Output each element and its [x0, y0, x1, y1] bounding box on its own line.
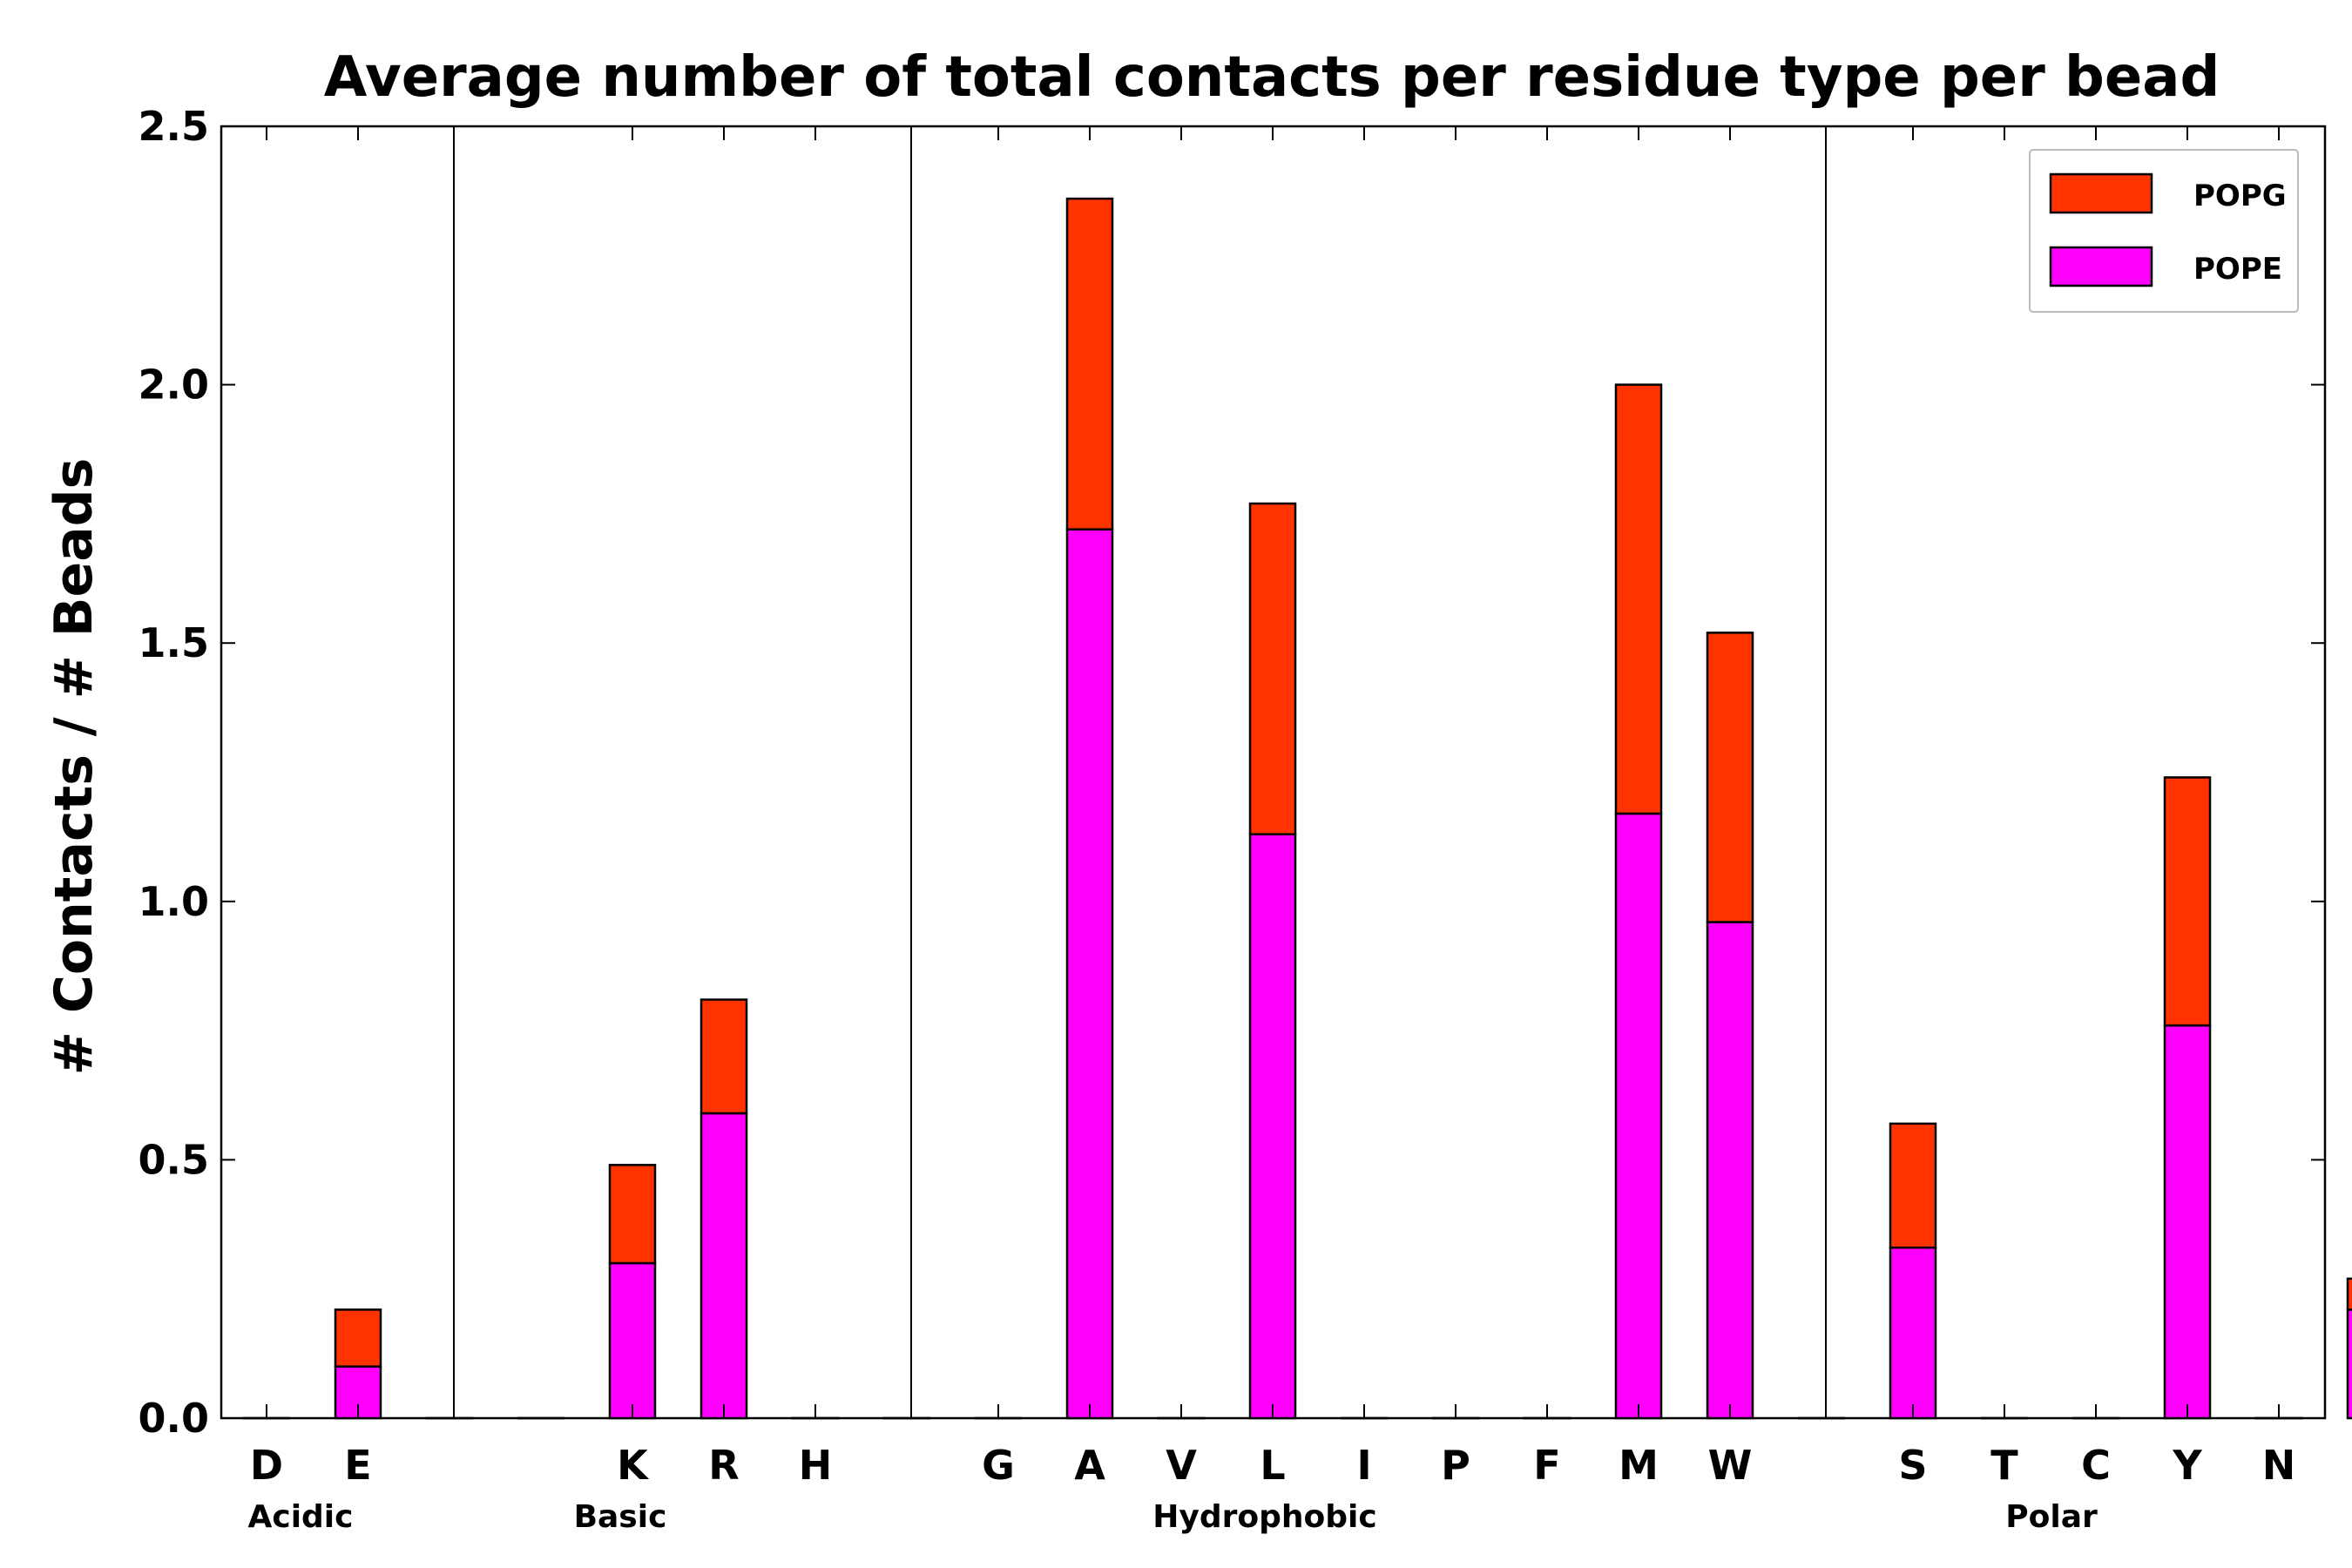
group-label: Basic [574, 1499, 667, 1535]
x-tick-label: M [1619, 1442, 1659, 1489]
legend-label: POPE [2193, 252, 2282, 287]
bar-popg [2163, 776, 2212, 1027]
x-tick-label: K [617, 1442, 650, 1489]
bar-pope [1706, 921, 1754, 1420]
bar-popg [1065, 197, 1114, 531]
bar-popg [2346, 1277, 2352, 1311]
bar-pope [1065, 528, 1114, 1420]
group-label: Hydrophobic [1152, 1499, 1376, 1535]
x-tick-label: G [982, 1442, 1015, 1489]
group-label: Acidic [248, 1499, 354, 1535]
bar-pope [608, 1261, 657, 1420]
bar-popg [1889, 1122, 1937, 1249]
x-tick-label: N [2262, 1442, 2296, 1489]
x-tick-label: T [1990, 1442, 2018, 1489]
y-tick-label: 1.0 [139, 878, 210, 925]
bar-pope [700, 1112, 748, 1420]
x-tick-label: R [708, 1442, 739, 1489]
bar-pope [1889, 1246, 1937, 1420]
y-tick-label: 1.5 [139, 619, 210, 666]
x-tick-label: W [1708, 1442, 1753, 1489]
y-tick-label: 0.0 [139, 1395, 210, 1442]
bar-popg [1248, 502, 1297, 835]
x-tick-label: V [1166, 1442, 1197, 1489]
plot-area: 0.00.51.01.52.02.5DEKRHGAVLIPFMWSTCYNQAc… [139, 103, 2352, 1535]
bar-popg [608, 1164, 657, 1265]
legend-swatch [2049, 172, 2153, 214]
legend-swatch [2049, 246, 2153, 287]
y-tick-label: 0.5 [139, 1136, 210, 1183]
bar-pope [1248, 833, 1297, 1420]
legend-label: POPG [2193, 179, 2287, 213]
x-tick-label: Y [2172, 1442, 2202, 1489]
y-tick-label: 2.5 [139, 103, 210, 150]
y-tick-label: 2.0 [139, 362, 210, 409]
bar-popg [1706, 632, 1754, 923]
bar-popg [334, 1308, 382, 1368]
x-tick-label: H [799, 1442, 833, 1489]
bar-popg [1614, 383, 1663, 815]
x-tick-label: I [1356, 1442, 1371, 1489]
bar-pope [2163, 1024, 2212, 1420]
chart-title: Average number of total contacts per res… [324, 45, 2220, 110]
bar-popg [700, 998, 748, 1115]
x-tick-label: C [2081, 1442, 2111, 1489]
x-tick-label: S [1898, 1442, 1927, 1489]
bar-pope [1614, 812, 1663, 1420]
x-tick-label: A [1074, 1442, 1105, 1489]
x-tick-label: L [1260, 1442, 1285, 1489]
x-tick-label: D [250, 1442, 283, 1489]
bar-pope [2346, 1308, 2352, 1420]
y-axis-label: # Contacts / # Beads [44, 458, 105, 1076]
x-tick-label: E [344, 1442, 371, 1489]
legend: POPG POPE [2029, 149, 2299, 313]
x-tick-label: P [1441, 1442, 1470, 1489]
group-label: Polar [2005, 1499, 2098, 1535]
x-tick-label: F [1533, 1442, 1560, 1489]
